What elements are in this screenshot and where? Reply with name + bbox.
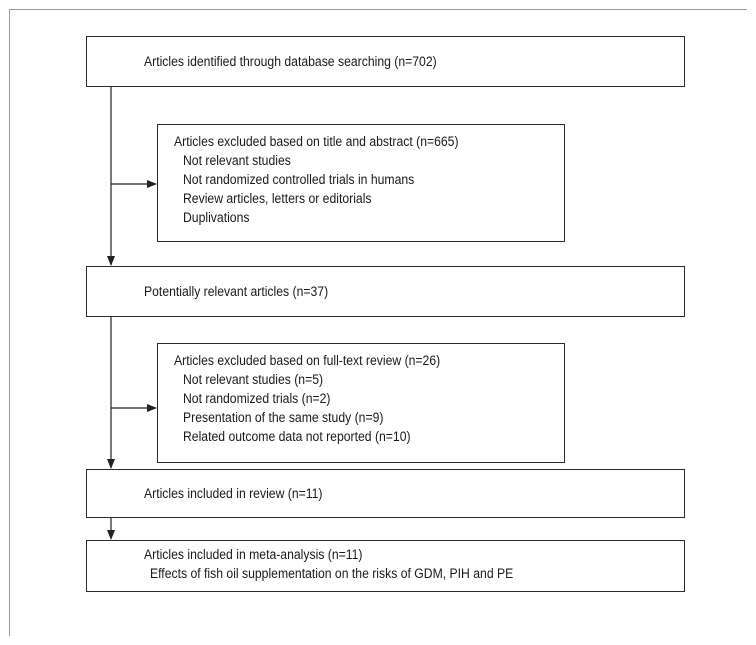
excluded-full-text-box [157,343,565,463]
excluded-reason: Review articles, letters or editorials [183,191,372,207]
potentially-relevant-label: Potentially relevant articles (n=37) [144,284,329,300]
included-meta-analysis-detail: Effects of fish oil supplementation on t… [150,566,514,582]
included-meta-analysis-heading: Articles included in meta-analysis (n=11… [144,547,363,563]
excluded-reason: Related outcome data not reported (n=10) [183,429,411,445]
excluded-title-abstract-box [157,124,565,242]
identified-label: Articles identified through database sea… [144,54,437,70]
excluded-reason: Not relevant studies [183,153,291,169]
identified-box [86,36,685,87]
included-meta-analysis-box [86,540,685,592]
excluded-reason: Duplivations [183,210,250,226]
included-review-box [86,469,685,518]
excluded-reason: Presentation of the same study (n=9) [183,410,384,426]
figure-frame [9,9,747,636]
excluded-reason: Not relevant studies (n=5) [183,372,324,388]
excluded-title-abstract-heading: Articles excluded based on title and abs… [174,134,459,150]
excluded-reason: Not randomized controlled trials in huma… [183,172,415,188]
excluded-full-text-heading: Articles excluded based on full-text rev… [174,353,441,369]
excluded-reason: Not randomized trials (n=2) [183,391,331,407]
potentially-relevant-box [86,266,685,317]
included-review-label: Articles included in review (n=11) [144,486,323,502]
